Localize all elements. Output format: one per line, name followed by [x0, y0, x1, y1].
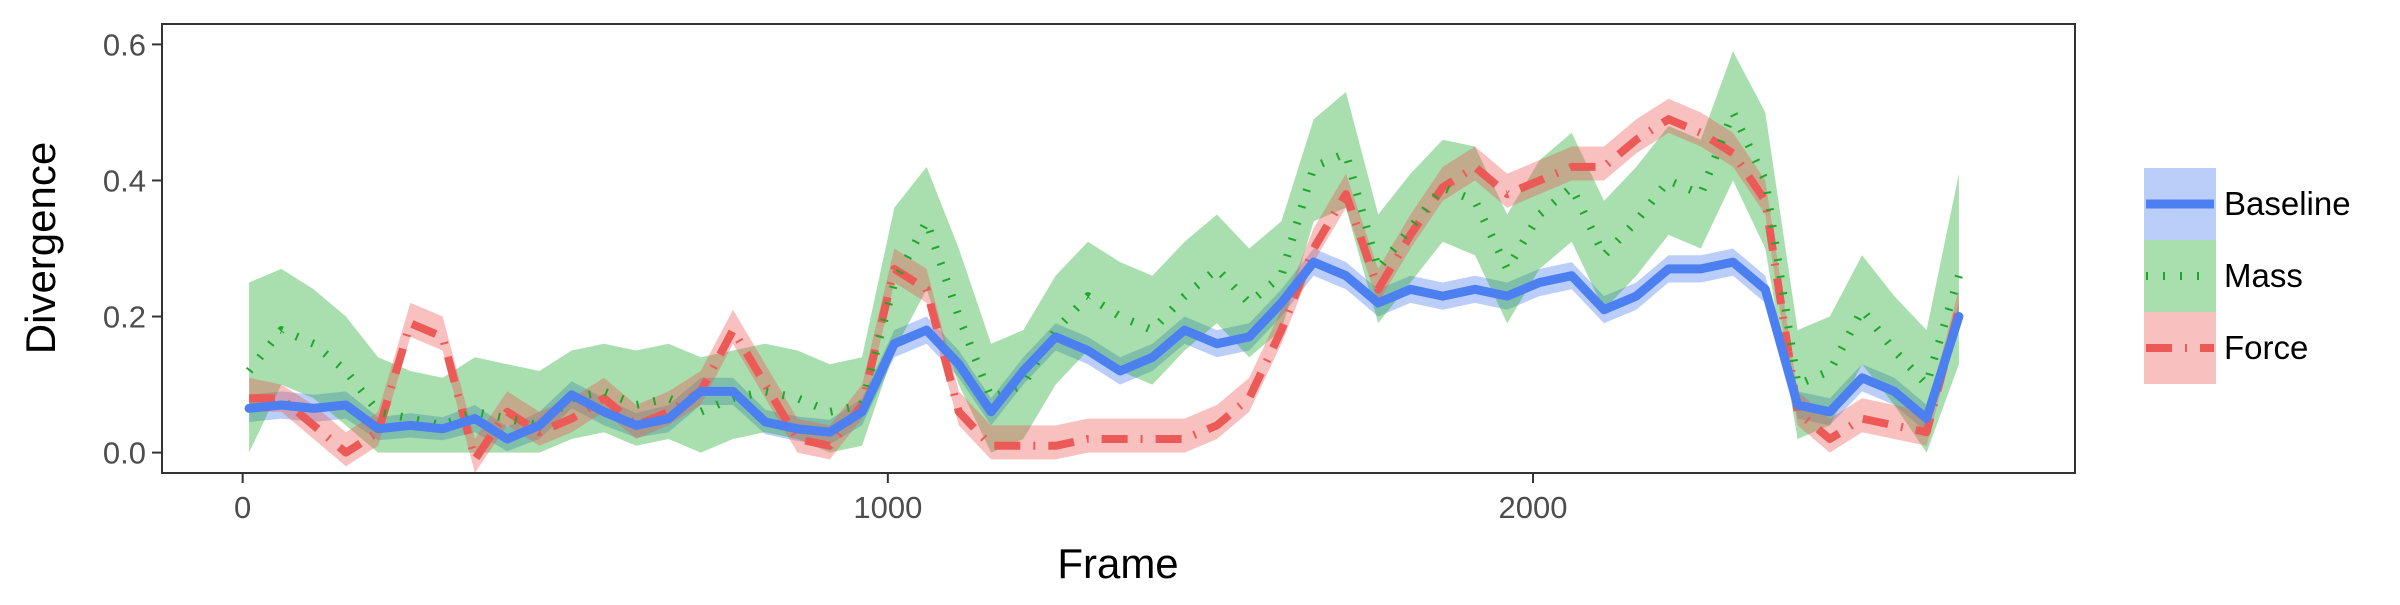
x-tick-label: 1000	[853, 490, 922, 525]
y-axis-label: Divergence	[17, 142, 64, 354]
y-tick-label: 0.4	[103, 163, 146, 198]
y-tick-label: 0.2	[103, 300, 146, 335]
force-confidence-band	[249, 98, 1959, 474]
mass-confidence-band	[249, 51, 1959, 453]
mass-line	[245, 108, 1963, 430]
baseline-line	[244, 257, 1964, 444]
axes: 0.0 0.2 0.4 0.6 0 1000 2000	[103, 27, 1568, 525]
plot-panel-border	[161, 23, 2076, 474]
force-line	[249, 115, 1963, 464]
baseline-confidence-band	[249, 248, 1959, 452]
x-axis-label: Frame	[1057, 540, 1178, 587]
legend-label-force: Force	[2224, 329, 2308, 366]
confidence-bands	[249, 51, 1959, 474]
legend: Baseline Mass Force	[2144, 168, 2351, 384]
legend-label-mass: Mass	[2224, 257, 2303, 294]
series-lines	[244, 108, 1964, 464]
y-tick-label: 0.6	[103, 27, 146, 62]
y-tick-label: 0.0	[103, 436, 146, 471]
x-tick-label: 2000	[1499, 490, 1568, 525]
legend-label-baseline: Baseline	[2224, 185, 2351, 222]
x-tick-label: 0	[234, 490, 251, 525]
